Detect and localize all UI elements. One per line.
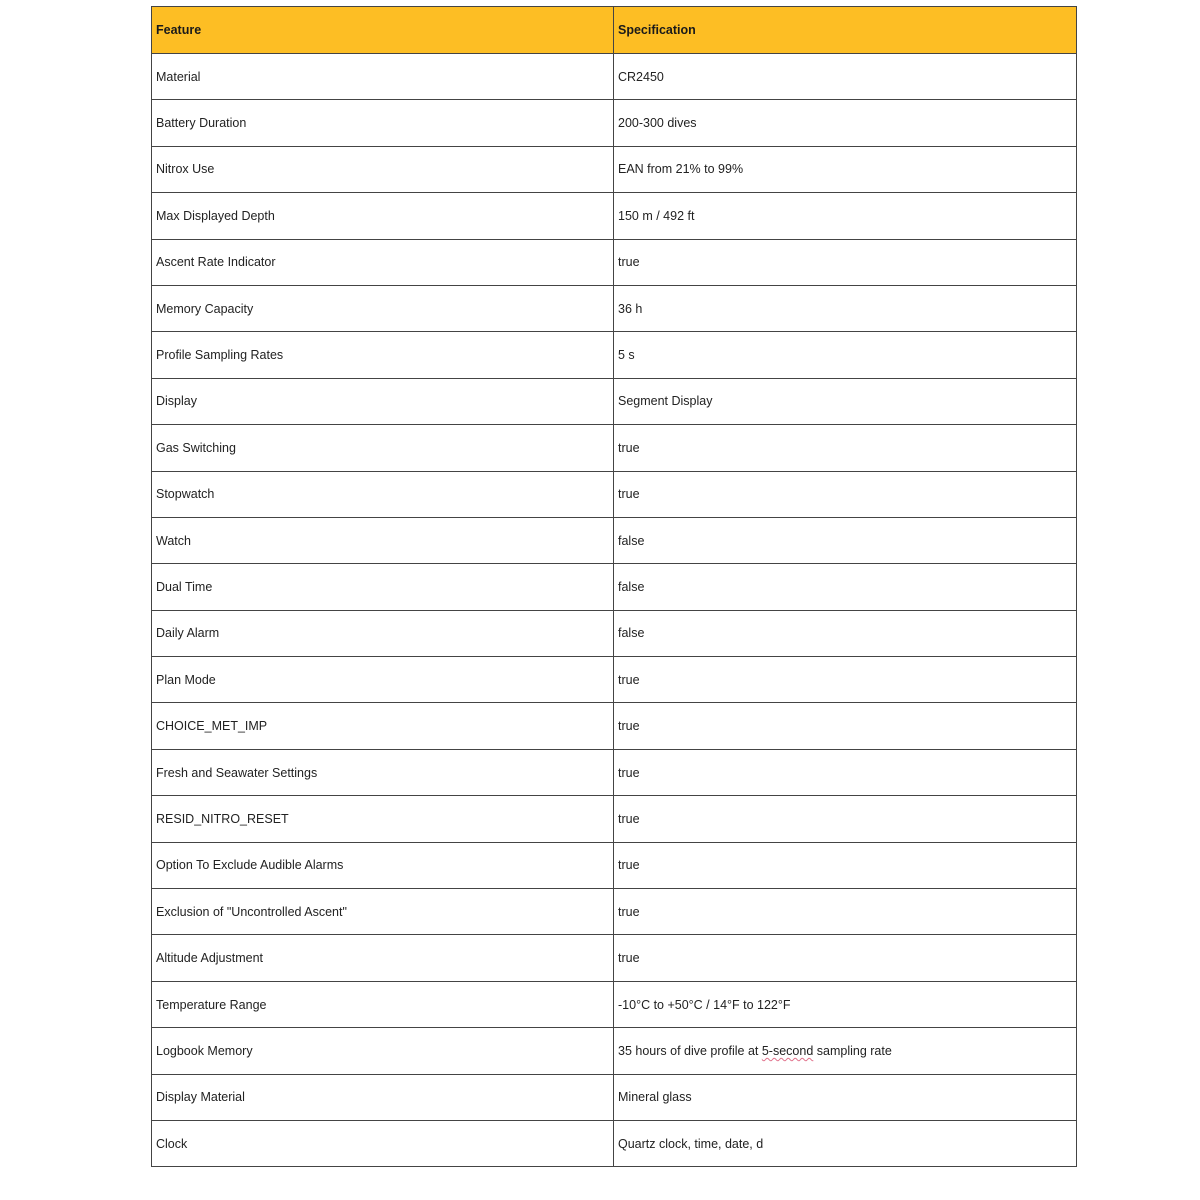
feature-cell: RESID_NITRO_RESET (151, 795, 614, 843)
specification-cell: false (613, 516, 1077, 565)
specification-cell: Quartz clock, time, date, d (613, 1119, 1077, 1168)
specification-cell: true (613, 934, 1077, 982)
feature-cell: Display Material (151, 1073, 614, 1121)
specification-cell: Segment Display (613, 377, 1077, 426)
feature-cell: Watch (151, 516, 614, 565)
specification-cell: true (613, 841, 1077, 890)
spec-text: 35 hours of dive profile at (618, 1043, 762, 1058)
specification-cell: -10°C to +50°C / 14°F to 122°F (613, 980, 1077, 1029)
table-row: Stopwatch true (151, 470, 1077, 518)
table-row: RESID_NITRO_RESET true (151, 795, 1077, 843)
feature-cell: Nitrox Use (151, 145, 614, 194)
feature-cell: Plan Mode (151, 656, 614, 704)
specification-cell: true (613, 470, 1077, 518)
specification-cell: 150 m / 492 ft (613, 192, 1077, 240)
table-row: Daily Alarm false (151, 609, 1077, 658)
table-row: Option To Exclude Audible Alarms true (151, 841, 1077, 890)
table-row: Watch false (151, 516, 1077, 565)
specification-cell: 5 s (613, 331, 1077, 379)
specification-cell: true (613, 424, 1077, 472)
feature-cell: Temperature Range (151, 980, 614, 1029)
specification-cell: 200-300 dives (613, 99, 1077, 147)
feature-cell: CHOICE_MET_IMP (151, 702, 614, 750)
header-specification: Specification (613, 6, 1077, 54)
table-row: Altitude Adjustment true (151, 934, 1077, 982)
table-row: Ascent Rate Indicator true (151, 238, 1077, 286)
feature-cell: Ascent Rate Indicator (151, 238, 614, 286)
table-row: Exclusion of "Uncontrolled Ascent" true (151, 888, 1077, 936)
specification-cell: true (613, 656, 1077, 704)
table-row: Nitrox Use EAN from 21% to 99% (151, 145, 1077, 194)
table-row: Gas Switching true (151, 424, 1077, 472)
table-row: Dual Time false (151, 563, 1077, 611)
feature-cell: Material (151, 52, 614, 101)
specification-cell: true (613, 748, 1077, 797)
spellcheck-flagged-word: 5-second (761, 1043, 814, 1058)
feature-cell: Stopwatch (151, 470, 614, 518)
feature-cell: Profile Sampling Rates (151, 331, 614, 379)
specification-cell: 36 h (613, 284, 1077, 333)
specification-cell: Mineral glass (613, 1073, 1077, 1121)
table-row: Logbook Memory 35 hours of dive profile a… (151, 1027, 1077, 1075)
spec-table: Feature Specification Material CR2450 Batt… (151, 6, 1077, 1168)
feature-cell: Battery Duration (151, 99, 614, 147)
table-row: Max Displayed Depth 150 m / 492 ft (151, 192, 1077, 240)
table-row: Battery Duration 200-300 dives (151, 99, 1077, 147)
table-row: Display Material Mineral glass (151, 1073, 1077, 1121)
feature-cell: Daily Alarm (151, 609, 614, 658)
specification-cell: false (613, 609, 1077, 658)
spec-text: sampling rate (813, 1043, 892, 1058)
feature-cell: Fresh and Seawater Settings (151, 748, 614, 797)
table-row: Material CR2450 (151, 52, 1077, 101)
feature-cell: Display (151, 377, 614, 426)
specification-cell: true (613, 238, 1077, 286)
feature-cell: Clock (151, 1119, 614, 1168)
table-row: Memory Capacity 36 h (151, 284, 1077, 333)
feature-cell: Max Displayed Depth (151, 192, 614, 240)
feature-cell: Logbook Memory (151, 1027, 614, 1075)
feature-cell: Altitude Adjustment (151, 934, 614, 982)
table-row: Display Segment Display (151, 377, 1077, 426)
table-row: Profile Sampling Rates 5 s (151, 331, 1077, 379)
header-feature: Feature (151, 6, 614, 54)
table-row: Fresh and Seawater Settings true (151, 748, 1077, 797)
table-row: CHOICE_MET_IMP true (151, 702, 1077, 750)
feature-cell: Gas Switching (151, 424, 614, 472)
specification-cell: CR2450 (613, 52, 1077, 101)
specification-cell: 35 hours of dive profile at 5-second sam… (613, 1027, 1077, 1075)
specification-cell: false (613, 563, 1077, 611)
feature-cell: Dual Time (151, 563, 614, 611)
feature-cell: Option To Exclude Audible Alarms (151, 841, 614, 890)
feature-cell: Memory Capacity (151, 284, 614, 333)
feature-cell: Exclusion of "Uncontrolled Ascent" (151, 888, 614, 936)
specification-cell: true (613, 888, 1077, 936)
table-row: Plan Mode true (151, 656, 1077, 704)
table-row: Temperature Range -10°C to +50°C / 14°F t… (151, 980, 1077, 1029)
specification-cell: true (613, 795, 1077, 843)
specification-cell: true (613, 702, 1077, 750)
specification-cell: EAN from 21% to 99% (613, 145, 1077, 194)
table-row: Clock Quartz clock, time, date, d (151, 1119, 1077, 1168)
table-header-row: Feature Specification (151, 6, 1077, 54)
